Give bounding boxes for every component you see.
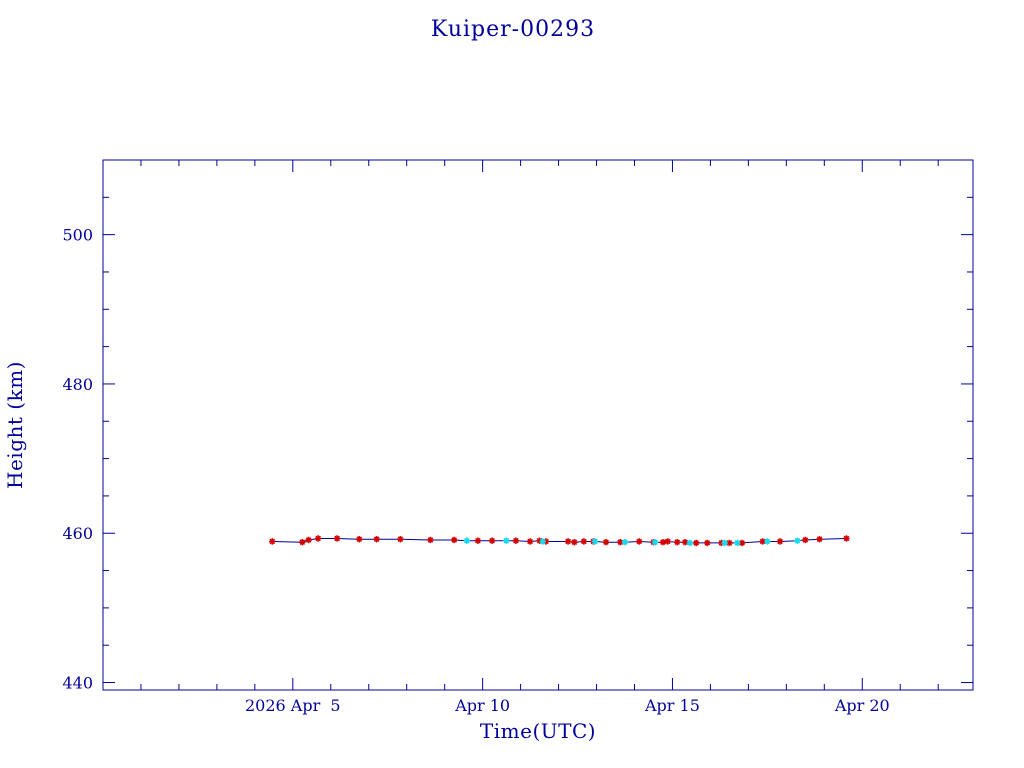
x-tick-labels: 2026 Apr 5 Apr 10 Apr 15 Apr 20	[245, 696, 890, 715]
chart-title: Kuiper-00293	[431, 17, 595, 42]
data-point-red-asterisk	[526, 538, 534, 545]
plot-frame	[102, 159, 974, 691]
data-point-red-asterisk	[305, 536, 312, 544]
data-point-red-asterisk	[314, 535, 322, 542]
x-tick-label: Apr 20	[834, 696, 890, 715]
y-tick-labels: 440 460 480 500	[62, 226, 93, 693]
data-point-red-asterisk	[659, 538, 667, 546]
data-point-red-asterisk	[488, 537, 496, 544]
y-tick-label: 460	[62, 524, 93, 543]
data-point-cyan-asterisk	[721, 539, 728, 547]
data-point-red-asterisk	[664, 538, 671, 545]
data-point-red-asterisk	[674, 538, 681, 546]
data-point-red-asterisk	[333, 535, 341, 542]
data-point-red-asterisk	[512, 537, 520, 544]
data-point-red-asterisk	[704, 539, 711, 547]
x-tick-label: 2026 Apr 5	[245, 696, 341, 715]
data-point-cyan-asterisk	[463, 537, 471, 544]
data-point-red-asterisk	[580, 538, 588, 545]
plot-axes	[102, 159, 974, 691]
data-point-cyan-asterisk	[503, 537, 510, 544]
data-point-cyan-asterisk	[794, 537, 801, 544]
data-point-red-asterisk	[373, 536, 380, 543]
data-point-cyan-asterisk	[621, 538, 629, 546]
data-point-red-asterisk	[636, 538, 643, 545]
data-point-cyan-asterisk	[734, 539, 741, 547]
y-axis-label: Height (km)	[3, 361, 27, 489]
data-point-red-asterisk	[450, 536, 458, 544]
data-point-red-asterisk	[299, 538, 306, 546]
data-point-red-asterisk	[474, 537, 482, 544]
data-point-red-asterisk	[356, 536, 363, 543]
data-point-red-asterisk	[738, 539, 746, 547]
data-point-red-asterisk	[802, 536, 809, 544]
y-tick-label: 440	[62, 674, 93, 693]
y-tick-label: 500	[62, 226, 93, 245]
data-point-red-asterisk	[843, 535, 850, 542]
data-point-cyan-asterisk	[591, 538, 599, 545]
data-point-red-asterisk	[269, 538, 276, 545]
data-point-red-asterisk	[564, 538, 572, 545]
series-markers	[269, 535, 850, 547]
data-point-red-asterisk	[602, 538, 610, 546]
x-tick-label: Apr 10	[454, 696, 510, 715]
data-point-red-asterisk	[571, 538, 578, 546]
x-tick-label: Apr 15	[644, 696, 700, 715]
x-axis-label: Time(UTC)	[480, 719, 596, 743]
data-point-red-asterisk	[776, 538, 784, 545]
data-point-red-asterisk	[692, 539, 700, 547]
data-point-red-asterisk	[397, 536, 404, 543]
data-point-red-asterisk	[816, 536, 823, 543]
data-point-cyan-asterisk	[539, 538, 546, 545]
data-point-cyan-asterisk	[686, 539, 694, 547]
data-point-cyan-asterisk	[651, 538, 659, 546]
y-tick-label: 480	[62, 375, 93, 394]
data-point-cyan-asterisk	[764, 538, 771, 545]
data-point-red-asterisk	[427, 536, 434, 544]
